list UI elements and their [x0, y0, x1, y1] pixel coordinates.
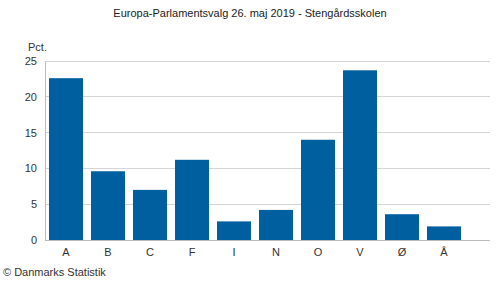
- y-axis: 0 5 10 15 20 25: [25, 55, 46, 246]
- y-tick-label: 5: [31, 198, 37, 210]
- bar: [385, 214, 419, 240]
- x-tick: Ø: [398, 240, 407, 258]
- grid-line: [45, 168, 490, 169]
- y-tick-label: 20: [25, 91, 37, 103]
- title: Europa-Parlamentsvalg 26. maj 2019 - Ste…: [113, 7, 386, 19]
- y-tick: 25: [25, 55, 45, 67]
- grid-line: [45, 96, 490, 97]
- x-tick-label: A: [62, 246, 70, 258]
- grid: [45, 61, 490, 240]
- y-tick: 15: [25, 127, 45, 139]
- x-tick-label: V: [356, 246, 364, 258]
- bar: [49, 78, 83, 240]
- y-tick-label: 15: [25, 127, 37, 139]
- y-tick-label: 10: [25, 162, 37, 174]
- x-tick-label: Ø: [398, 246, 407, 258]
- x-axis-line: [45, 240, 490, 241]
- source: © Danmarks Statistik: [3, 266, 106, 278]
- x-axis: ABCFINOVØÅ: [45, 240, 490, 258]
- bar: [259, 210, 293, 240]
- x-tick: N: [272, 240, 280, 258]
- x-tick: A: [62, 240, 70, 258]
- bar: [91, 171, 125, 240]
- y-label: Pct.: [28, 41, 47, 53]
- x-tick: O: [314, 240, 323, 258]
- y-tick: 0: [31, 234, 45, 246]
- x-tick: V: [356, 240, 364, 258]
- x-tick: I: [232, 240, 235, 258]
- bar: [133, 190, 167, 240]
- bar: [175, 160, 209, 240]
- y-tick-label: 0: [31, 234, 37, 246]
- y-tick: 5: [31, 198, 45, 210]
- x-tick-label: C: [146, 246, 154, 258]
- y-tick: 20: [25, 91, 45, 103]
- x-tick-label: F: [189, 246, 196, 258]
- x-tick: F: [189, 240, 196, 258]
- x-tick: B: [104, 240, 111, 258]
- y-axis-line: [45, 62, 46, 241]
- bar: [217, 221, 251, 240]
- x-tick: C: [146, 240, 154, 258]
- x-tick-label: I: [232, 246, 235, 258]
- bars: [49, 70, 461, 240]
- chart: 0 5 10 15 20 25 A B C F I N O V Ø Å Europa-Parlamentsval…: [0, 0, 500, 282]
- bar: [343, 70, 377, 240]
- grid-line: [45, 132, 490, 133]
- grid-line: [45, 61, 490, 62]
- x-tick-label: B: [104, 246, 111, 258]
- x-tick-label: N: [272, 246, 280, 258]
- y-tick-label: 25: [25, 55, 37, 67]
- x-tick: Å: [440, 240, 448, 258]
- bar: [427, 226, 461, 240]
- x-tick-label: Å: [440, 246, 448, 258]
- y-tick: 10: [25, 162, 45, 174]
- bar: [301, 140, 335, 240]
- x-tick-label: O: [314, 246, 323, 258]
